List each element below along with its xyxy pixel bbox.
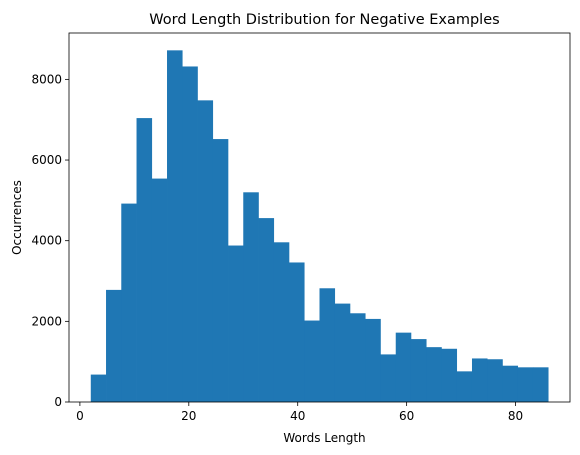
histogram-bar: [334, 303, 351, 402]
histogram-bar: [121, 203, 137, 402]
histogram-bar: [304, 320, 320, 402]
histogram-bar: [289, 262, 305, 402]
x-tick-label: 60: [399, 409, 414, 423]
x-tick-label: 20: [181, 409, 196, 423]
histogram-bar: [197, 100, 214, 402]
histogram-bar: [517, 367, 534, 402]
histogram-bar: [471, 358, 488, 402]
histogram-bar: [441, 348, 458, 402]
x-axis-ticks: 0 20 40 60 80: [76, 402, 523, 423]
x-tick-label: 40: [290, 409, 305, 423]
histogram-bar: [258, 218, 275, 402]
x-tick-label: 0: [76, 409, 84, 423]
x-tick-label: 80: [508, 409, 523, 423]
histogram-bar: [167, 50, 183, 403]
histogram-bar: [212, 139, 229, 402]
histogram-bar: [365, 318, 381, 402]
plot-frame: [68, 32, 571, 403]
histogram-bar: [151, 178, 168, 402]
histogram-bar: [350, 313, 366, 402]
chart-title: Word Length Distribution for Negative Ex…: [149, 12, 499, 28]
y-tick-label: 2000: [31, 314, 62, 328]
y-tick-label: 6000: [31, 153, 62, 167]
y-tick-label: 0: [54, 395, 62, 409]
histogram-bar: [410, 339, 427, 402]
histogram-bar: [106, 289, 122, 402]
histogram-bar: [532, 367, 549, 402]
y-tick-label: 8000: [31, 72, 62, 86]
histogram-bar: [273, 242, 290, 402]
histogram-bar: [395, 332, 412, 402]
histogram-bar: [380, 354, 397, 402]
x-axis-label: Words Length: [283, 431, 365, 445]
histogram-bar: [487, 359, 503, 402]
y-axis-label: Occurrences: [10, 180, 24, 255]
histogram-bar: [182, 66, 198, 402]
histogram-bar: [243, 192, 259, 402]
histogram-bar: [228, 245, 244, 402]
histogram-bar: [502, 365, 519, 402]
histogram-bar: [426, 347, 442, 402]
y-axis-ticks: 0 2000 4000 6000 8000: [31, 72, 69, 409]
histogram-bar: [90, 374, 107, 402]
y-tick-label: 4000: [31, 234, 62, 248]
bars-group: [90, 50, 549, 403]
histogram-bar: [136, 118, 153, 402]
histogram-bar: [456, 371, 473, 402]
histogram-bar: [319, 288, 336, 402]
